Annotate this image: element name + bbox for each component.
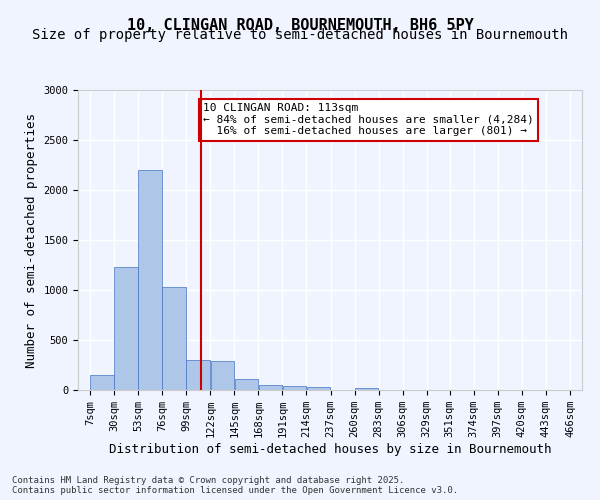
- Bar: [235, 379, 258, 390]
- Bar: [139, 170, 162, 390]
- Bar: [90, 375, 114, 390]
- Text: Size of property relative to semi-detached houses in Bournemouth: Size of property relative to semi-detach…: [32, 28, 568, 42]
- Text: 10 CLINGAN ROAD: 113sqm
← 84% of semi-detached houses are smaller (4,284)
  16% : 10 CLINGAN ROAD: 113sqm ← 84% of semi-de…: [203, 103, 534, 136]
- Text: 10, CLINGAN ROAD, BOURNEMOUTH, BH6 5PY: 10, CLINGAN ROAD, BOURNEMOUTH, BH6 5PY: [127, 18, 473, 32]
- Bar: [187, 360, 210, 390]
- X-axis label: Distribution of semi-detached houses by size in Bournemouth: Distribution of semi-detached houses by …: [109, 443, 551, 456]
- Bar: [355, 388, 379, 390]
- Bar: [211, 361, 234, 390]
- Y-axis label: Number of semi-detached properties: Number of semi-detached properties: [25, 112, 38, 368]
- Text: Contains HM Land Registry data © Crown copyright and database right 2025.
Contai: Contains HM Land Registry data © Crown c…: [12, 476, 458, 495]
- Bar: [163, 287, 186, 390]
- Bar: [283, 386, 306, 390]
- Bar: [115, 267, 138, 390]
- Bar: [307, 387, 330, 390]
- Bar: [259, 384, 282, 390]
